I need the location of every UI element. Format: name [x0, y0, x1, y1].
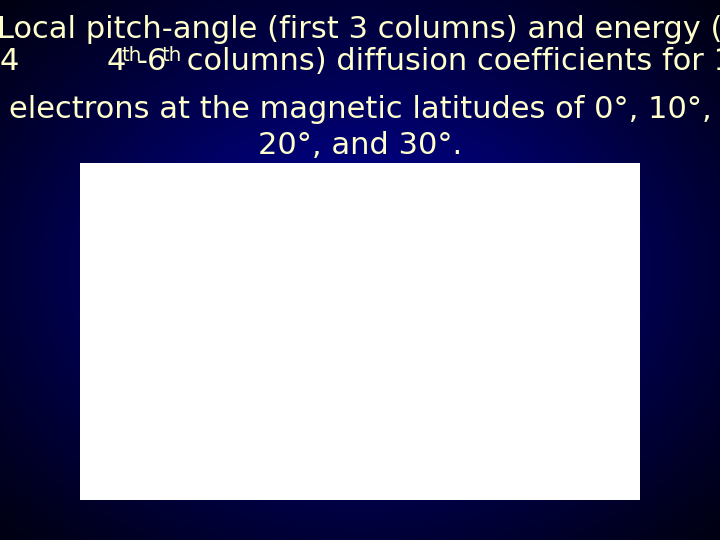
Text: columns) diffusion coefficients for 10 keV: columns) diffusion coefficients for 10 k…: [177, 47, 720, 76]
Text: 20°, and 30°.: 20°, and 30°.: [258, 131, 462, 159]
Bar: [80, 163, 640, 500]
Text: Local pitch-angle (first 3 columns) and energy (: Local pitch-angle (first 3 columns) and …: [0, 16, 720, 44]
Text: 4: 4: [0, 47, 19, 76]
Text: th: th: [162, 46, 182, 65]
Text: 4: 4: [107, 47, 127, 76]
Text: -6: -6: [137, 47, 167, 76]
Text: th: th: [122, 46, 143, 65]
Text: electrons at the magnetic latitudes of 0°, 10°,: electrons at the magnetic latitudes of 0…: [9, 96, 711, 125]
